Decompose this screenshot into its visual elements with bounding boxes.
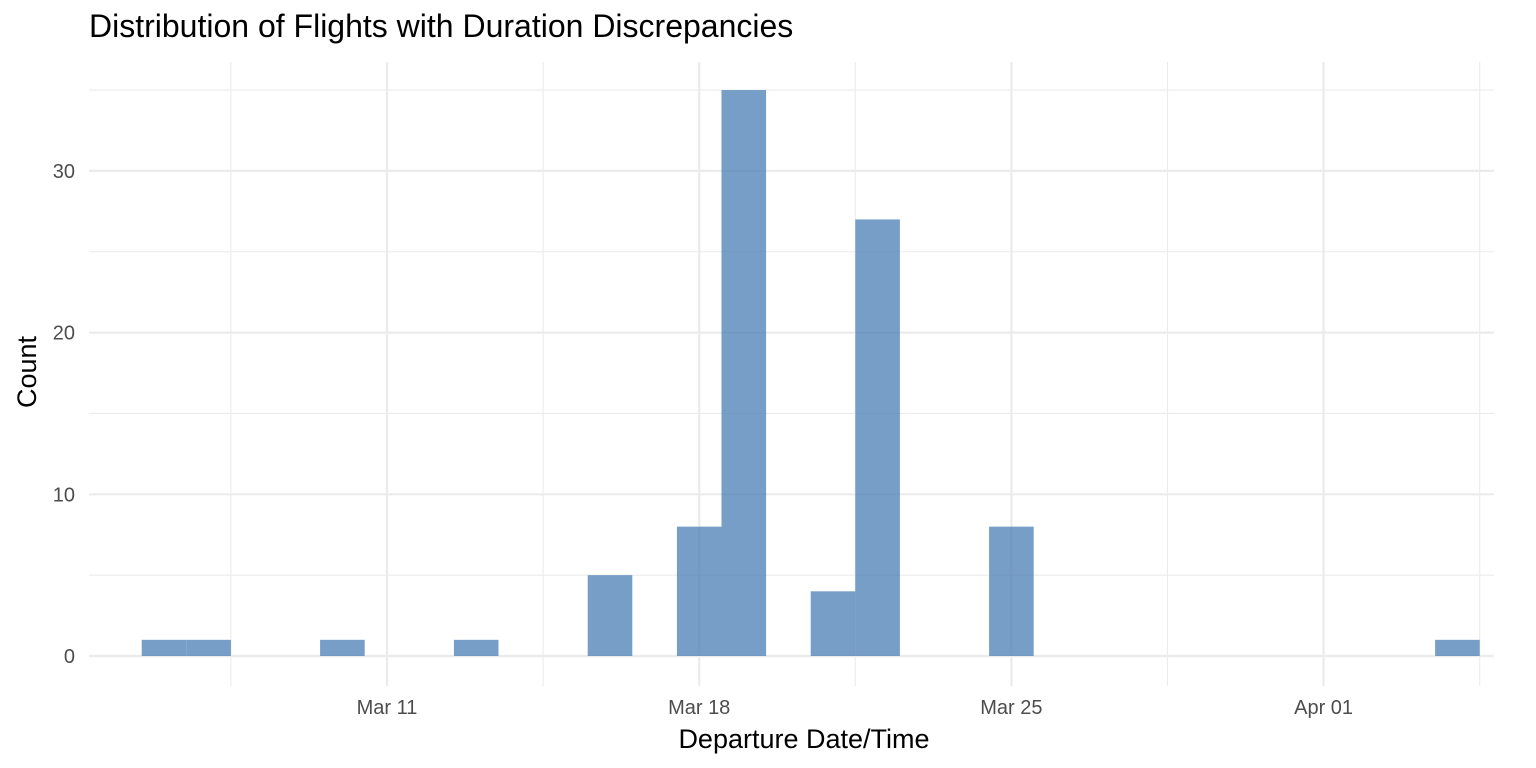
histogram-bar	[810, 591, 856, 656]
histogram-bar	[721, 90, 767, 657]
x-tick-label: Mar 18	[668, 697, 730, 719]
x-axis-title: Departure Date/Time	[678, 724, 929, 754]
histogram-bar	[989, 526, 1034, 656]
x-axis-tick-labels: Mar 11 Mar 18 Mar 25 Apr 01	[357, 697, 1353, 719]
y-tick-label: 10	[53, 484, 75, 506]
histogram-bar	[141, 639, 187, 656]
x-tick-label: Mar 25	[980, 697, 1042, 719]
y-tick-label: 20	[53, 323, 75, 345]
y-tick-label: 30	[53, 161, 75, 183]
y-axis-tick-labels: 0 10 20 30	[53, 161, 75, 668]
grid-layer	[89, 62, 1494, 686]
histogram-bar	[855, 219, 900, 656]
chart-title: Distribution of Flights with Duration Di…	[89, 8, 794, 44]
x-tick-label: Apr 01	[1294, 697, 1353, 719]
y-axis-title: Count	[12, 335, 42, 408]
histogram-bar	[453, 639, 499, 656]
histogram-bar	[1435, 639, 1480, 656]
bars-layer	[141, 90, 1480, 657]
histogram-bar	[320, 639, 365, 656]
x-tick-label: Mar 11	[357, 697, 418, 719]
histogram-bar	[587, 575, 633, 656]
histogram-bar	[676, 526, 722, 656]
histogram-bar	[186, 639, 231, 656]
y-tick-label: 0	[64, 646, 75, 668]
